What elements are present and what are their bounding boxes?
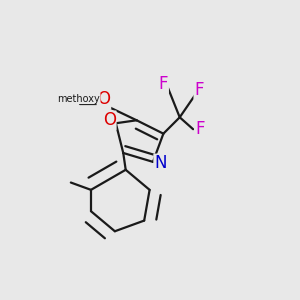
Text: F: F [194,81,204,99]
Text: O: O [98,91,110,109]
Text: F: F [195,120,204,138]
Text: F: F [159,75,168,93]
Text: O: O [103,111,116,129]
Text: methoxy: methoxy [57,94,100,103]
Text: N: N [154,154,167,172]
